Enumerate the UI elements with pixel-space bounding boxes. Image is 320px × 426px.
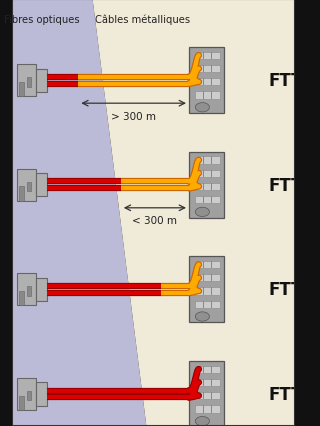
Polygon shape	[92, 0, 295, 426]
Bar	[18, 65, 36, 97]
Text: FTTH: FTTH	[268, 385, 316, 403]
Bar	[195, 392, 220, 399]
Text: Câbles métalliques: Câbles métalliques	[95, 15, 190, 26]
Bar	[19, 83, 24, 97]
Bar	[203, 170, 204, 177]
Bar	[211, 366, 212, 373]
Bar	[18, 170, 36, 201]
Bar	[195, 405, 220, 412]
Bar	[211, 261, 212, 268]
Bar	[19, 396, 24, 410]
Bar	[189, 152, 224, 219]
Bar	[18, 273, 36, 306]
Bar	[27, 182, 31, 192]
Bar	[27, 391, 31, 400]
Bar	[203, 92, 204, 99]
Bar	[36, 174, 47, 197]
Bar	[195, 196, 220, 204]
Bar	[211, 288, 212, 295]
Ellipse shape	[195, 208, 210, 217]
Text: > 300 m: > 300 m	[111, 112, 156, 121]
Bar	[211, 392, 212, 399]
Ellipse shape	[195, 104, 210, 112]
Bar	[203, 379, 204, 386]
Bar	[195, 366, 220, 373]
Bar	[211, 79, 212, 86]
Text: < 300 m: < 300 m	[132, 216, 177, 226]
Bar	[203, 405, 204, 412]
Bar	[195, 66, 220, 73]
Bar	[36, 383, 47, 406]
Bar	[203, 52, 204, 60]
Bar	[203, 261, 204, 268]
Text: Fibres optiques: Fibres optiques	[4, 15, 79, 25]
Bar	[27, 78, 31, 87]
Bar	[211, 379, 212, 386]
Bar	[195, 170, 220, 177]
Bar	[211, 170, 212, 177]
Bar	[211, 274, 212, 282]
Text: FTTC: FTTC	[268, 176, 315, 194]
Bar	[19, 291, 24, 306]
Bar	[19, 187, 24, 201]
Bar	[211, 183, 212, 190]
Bar	[203, 183, 204, 190]
Bar	[203, 66, 204, 73]
Bar	[189, 48, 224, 114]
Bar	[36, 69, 47, 92]
Bar	[195, 183, 220, 190]
Bar	[195, 52, 220, 60]
Bar	[203, 79, 204, 86]
Bar	[195, 261, 220, 268]
Bar	[195, 288, 220, 295]
Bar	[195, 301, 220, 308]
Ellipse shape	[195, 417, 210, 426]
Bar	[36, 278, 47, 301]
Bar	[195, 274, 220, 282]
Bar	[18, 378, 36, 410]
Bar	[203, 288, 204, 295]
Bar	[195, 157, 220, 164]
Bar	[195, 79, 220, 86]
Bar	[211, 52, 212, 60]
Bar	[27, 286, 31, 296]
Bar	[211, 92, 212, 99]
Bar	[211, 301, 212, 308]
Bar	[189, 256, 224, 323]
Bar	[195, 379, 220, 386]
Bar	[211, 157, 212, 164]
Bar	[203, 301, 204, 308]
Bar	[211, 66, 212, 73]
Bar	[211, 405, 212, 412]
Bar	[203, 196, 204, 204]
Bar	[203, 274, 204, 282]
Bar	[189, 361, 224, 426]
Bar	[195, 92, 220, 99]
Bar	[203, 366, 204, 373]
Text: FTTB: FTTB	[268, 281, 316, 299]
Bar	[203, 392, 204, 399]
Bar	[203, 157, 204, 164]
Ellipse shape	[195, 312, 210, 321]
Bar	[211, 196, 212, 204]
Text: FTTN: FTTN	[268, 72, 316, 90]
Polygon shape	[12, 0, 146, 426]
